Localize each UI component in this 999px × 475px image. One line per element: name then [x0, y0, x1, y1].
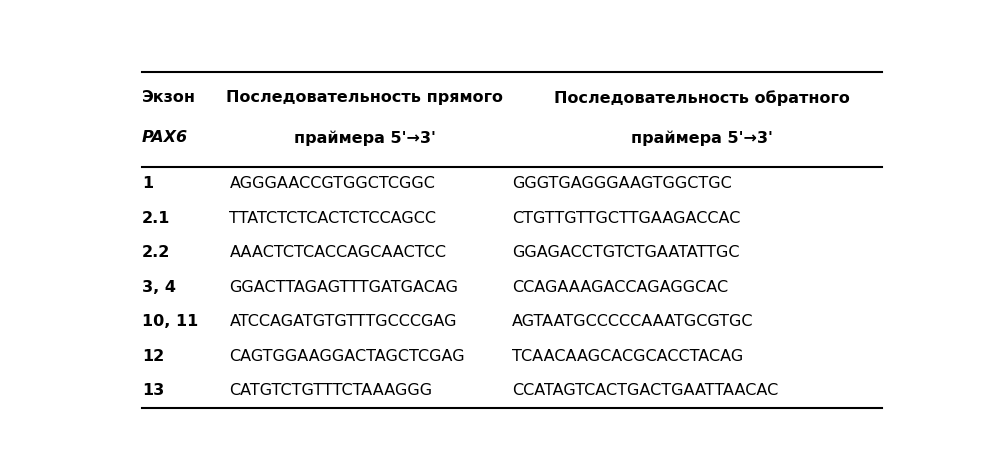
Text: Последовательность прямого: Последовательность прямого — [227, 90, 503, 105]
Text: 12: 12 — [142, 349, 164, 364]
Text: ATCCAGATGTGTTTGCCCGAG: ATCCAGATGTGTTTGCCCGAG — [230, 314, 457, 329]
Text: праймера 5'→3': праймера 5'→3' — [630, 130, 772, 146]
Text: TCAACAAGCACGCACCTACAG: TCAACAAGCACGCACCTACAG — [511, 349, 743, 364]
Text: AGGGAACCGTGGCTCGGC: AGGGAACCGTGGCTCGGC — [230, 177, 436, 191]
Text: праймера 5'→3': праймера 5'→3' — [294, 130, 436, 146]
Text: 2.2: 2.2 — [142, 246, 170, 260]
Text: CCAGAAAGACCAGAGGCAC: CCAGAAAGACCAGAGGCAC — [511, 280, 728, 295]
Text: AAACTCTCACCAGCAACTCC: AAACTCTCACCAGCAACTCC — [230, 246, 447, 260]
Text: CAGTGGAAGGACTAGCTCGAG: CAGTGGAAGGACTAGCTCGAG — [230, 349, 465, 364]
Text: GGACTTAGAGTTTGATGACAG: GGACTTAGAGTTTGATGACAG — [230, 280, 459, 295]
Text: 2.1: 2.1 — [142, 211, 170, 226]
Text: 1: 1 — [142, 177, 153, 191]
Text: CATGTCTGTTTCTAAAGGG: CATGTCTGTTTCTAAAGGG — [230, 383, 433, 399]
Text: CCATAGTCACTGACTGAATTAACAC: CCATAGTCACTGACTGAATTAACAC — [511, 383, 778, 399]
Text: TTATCTCTCACTCTCCAGCC: TTATCTCTCACTCTCCAGCC — [230, 211, 437, 226]
Text: GGAGACCTGTCTGAATATTGC: GGAGACCTGTCTGAATATTGC — [511, 246, 739, 260]
Text: 3, 4: 3, 4 — [142, 280, 176, 295]
Text: 13: 13 — [142, 383, 164, 399]
Text: GGGTGAGGGAAGTGGCTGC: GGGTGAGGGAAGTGGCTGC — [511, 177, 731, 191]
Text: Последовательность обратного: Последовательность обратного — [553, 90, 849, 105]
Text: PAX6: PAX6 — [142, 130, 188, 145]
Text: 10, 11: 10, 11 — [142, 314, 198, 329]
Text: CTGTTGTTGCTTGAAGACCAC: CTGTTGTTGCTTGAAGACCAC — [511, 211, 740, 226]
Text: AGTAATGCCCCCAAATGCGTGC: AGTAATGCCCCCAAATGCGTGC — [511, 314, 753, 329]
Text: Экзон: Экзон — [142, 90, 196, 105]
